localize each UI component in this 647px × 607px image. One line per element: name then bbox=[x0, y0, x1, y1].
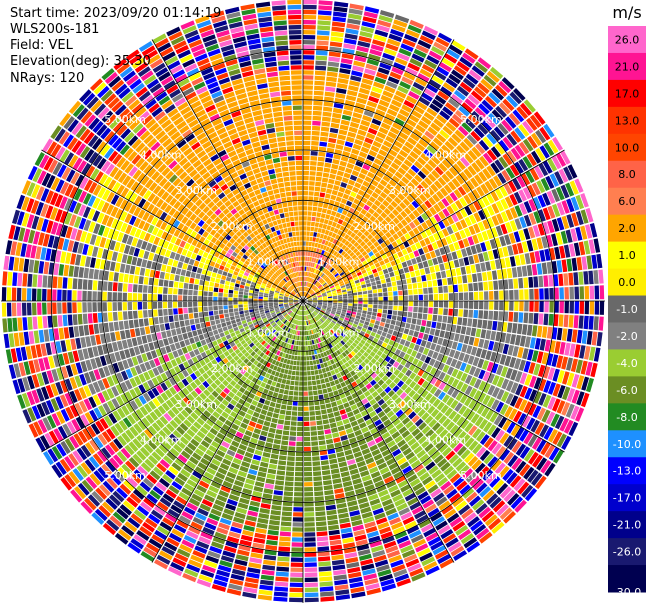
range-ring-label: 4.00km bbox=[140, 149, 182, 162]
range-ring-grid bbox=[1, 0, 605, 603]
colorbar-tick-label: -8.0 bbox=[616, 411, 637, 424]
velocity-gates bbox=[1, 0, 605, 603]
colorbar-bin bbox=[608, 376, 646, 404]
colorbar-bin bbox=[608, 106, 646, 135]
range-ring-label: 2.00km bbox=[353, 362, 395, 375]
colorbar-bin bbox=[608, 160, 646, 189]
colorbar-bin bbox=[608, 52, 646, 81]
range-ring-label: 1.00km bbox=[318, 255, 360, 268]
range-ring-label: 2.00km bbox=[353, 220, 395, 233]
velocity-gate-group bbox=[8, 13, 596, 593]
colorbar-tick-label: -17.0 bbox=[613, 492, 641, 505]
azimuth-spoke bbox=[302, 149, 565, 302]
colorbar-tick-label: -4.0 bbox=[616, 357, 637, 370]
colorbar-tick-label: 1.0 bbox=[618, 249, 636, 262]
azimuth-spoke bbox=[302, 39, 455, 302]
colorbar-tick-label: 21.0 bbox=[615, 60, 640, 73]
azimuth-spoke bbox=[151, 300, 304, 563]
instrument-name-text: WLS200s-181 bbox=[10, 22, 100, 37]
colorbar-bin bbox=[608, 79, 646, 108]
velocity-gate-group bbox=[47, 10, 599, 597]
velocity-gate-group bbox=[8, 10, 598, 602]
elevation-text: Elevation(deg): 35.30 bbox=[10, 54, 151, 69]
velocity-gate-group bbox=[2, 35, 593, 583]
colorbar-tick-label: -1.0 bbox=[616, 303, 637, 316]
colorbar-tick-label: -30.0 bbox=[613, 586, 641, 599]
colorbar-bin bbox=[608, 268, 646, 297]
range-ring-label: 1.00km bbox=[247, 327, 289, 340]
colorbar-bin bbox=[608, 349, 646, 377]
colorbar-tick-label: 26.0 bbox=[615, 33, 640, 46]
colorbar-tick-label: -13.0 bbox=[613, 465, 641, 478]
range-ring-label: 3.00km bbox=[389, 184, 431, 197]
range-ring-labels: 1.00km 1.00km 1.00km 1.00km 2.00km 2.00km 2.00… bbox=[104, 113, 501, 482]
range-ring-label: 3.00km bbox=[175, 398, 217, 411]
range-ring-label: 5.00km bbox=[104, 113, 146, 126]
colorbar-bin bbox=[608, 241, 646, 270]
velocity-gate-group bbox=[13, 0, 595, 601]
colorbar-tick-label: 6.0 bbox=[618, 195, 636, 208]
colorbar-bin bbox=[608, 484, 646, 512]
colorbar-tick-label: 17.0 bbox=[615, 87, 640, 100]
colorbar-bin bbox=[608, 403, 646, 431]
nrays-text: NRays: 120 bbox=[10, 71, 85, 86]
colorbar-tick-label: -6.0 bbox=[616, 384, 637, 397]
colorbar-tick-label: 13.0 bbox=[615, 114, 640, 127]
range-ring-label: 1.00km bbox=[318, 327, 360, 340]
colorbar-tick-label: 0.0 bbox=[618, 276, 636, 289]
azimuth-spoke bbox=[41, 149, 304, 302]
colorbar-tick-label: 2.0 bbox=[618, 222, 636, 235]
range-ring-label: 2.00km bbox=[211, 220, 253, 233]
colorbar-tick-label: -10.0 bbox=[613, 438, 641, 451]
colorbar-tick-label: -2.0 bbox=[616, 330, 637, 343]
colorbar-bin bbox=[608, 511, 646, 539]
azimuth-spoke bbox=[151, 39, 304, 302]
range-ring-label: 5.00km bbox=[460, 113, 502, 126]
colorbar-tick-label: 8.0 bbox=[618, 168, 636, 181]
range-ring-label: 5.00km bbox=[460, 469, 502, 482]
colorbar-bin bbox=[608, 26, 646, 54]
range-ring-label: 4.00km bbox=[425, 433, 467, 446]
azimuth-spoke bbox=[302, 300, 565, 453]
range-ring-label: 4.00km bbox=[140, 433, 182, 446]
colorbar-bin bbox=[608, 133, 646, 162]
azimuth-spoke bbox=[302, 300, 455, 563]
range-ring-label: 2.00km bbox=[211, 362, 253, 375]
colorbar-bin bbox=[608, 538, 646, 566]
field-text: Field: VEL bbox=[10, 38, 73, 53]
colorbar-bin bbox=[608, 565, 646, 593]
colorbar-bin bbox=[608, 187, 646, 216]
range-ring-label: 1.00km bbox=[247, 255, 289, 268]
colorbar-bin bbox=[608, 295, 646, 323]
range-ring-label: 3.00km bbox=[175, 184, 217, 197]
colorbar-bin bbox=[608, 322, 646, 350]
range-ring-label: 5.00km bbox=[104, 469, 146, 482]
range-ring-label: 4.00km bbox=[425, 149, 467, 162]
colorbar-unit-label: m/s bbox=[612, 3, 641, 22]
colorbar-bin bbox=[608, 214, 646, 243]
range-ring-label: 3.00km bbox=[389, 398, 431, 411]
colorbar-tick-label: -26.0 bbox=[613, 546, 641, 559]
colorbar-tick-label: -21.0 bbox=[613, 519, 641, 532]
azimuth-spoke bbox=[41, 300, 304, 453]
start-time-text: Start time: 2023/09/20 01:14:19 bbox=[10, 6, 222, 21]
colorbar-bin bbox=[608, 430, 646, 458]
colorbar-bin bbox=[608, 457, 646, 485]
colorbar-tick-label: 10.0 bbox=[615, 141, 640, 154]
